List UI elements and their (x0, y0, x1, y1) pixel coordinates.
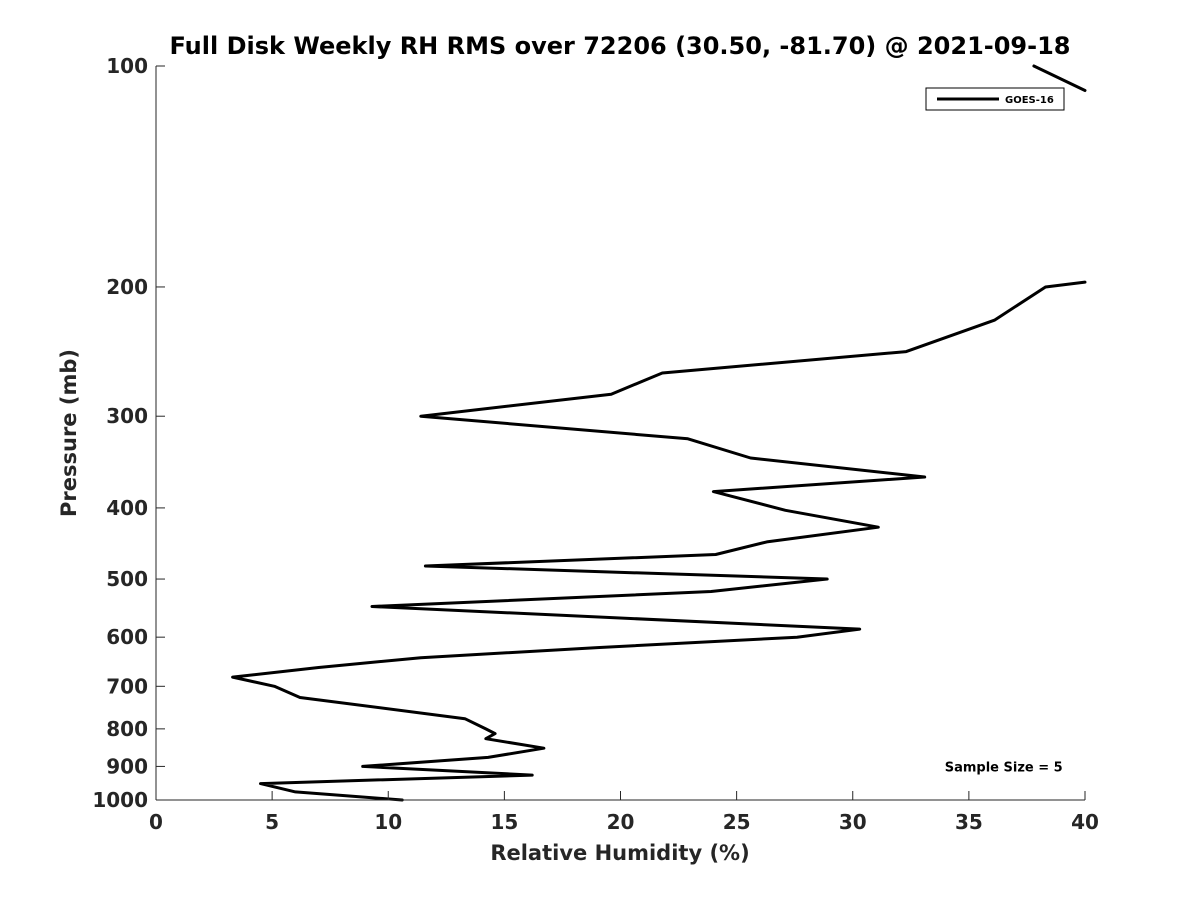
y-ticks: 100 200 300 400 500 600 700 800 900 1000 (92, 54, 165, 812)
y-tick-label: 1000 (92, 788, 148, 812)
legend-label: GOES-16 (1005, 95, 1054, 106)
x-tick-label: 10 (374, 810, 402, 834)
y-axis-label: Pressure (mb) (57, 349, 81, 517)
x-ticks: 0 5 10 15 20 25 30 35 40 (149, 791, 1099, 834)
series-line-goes-16 (231, 280, 1087, 802)
x-tick-label: 5 (265, 810, 279, 834)
y-tick-label: 400 (106, 496, 148, 520)
x-tick-label: 25 (723, 810, 751, 834)
sample-size-annotation: Sample Size = 5 (945, 760, 1063, 775)
y-tick-label: 600 (106, 625, 148, 649)
x-tick-label: 40 (1071, 810, 1099, 834)
legend: GOES-16 (925, 87, 1065, 111)
y-tick-label: 200 (106, 275, 148, 299)
x-tick-label: 35 (955, 810, 983, 834)
y-tick-label: 500 (106, 567, 148, 591)
y-tick-label: 900 (106, 754, 148, 778)
x-tick-label: 20 (607, 810, 635, 834)
annotations: Sample Size = 5 (945, 760, 1063, 775)
y-tick-label: 800 (106, 717, 148, 741)
x-axis-label: Relative Humidity (%) (490, 841, 749, 865)
x-tick-label: 15 (490, 810, 518, 834)
chart-title: Full Disk Weekly RH RMS over 72206 (30.5… (169, 32, 1070, 60)
y-tick-label: 100 (106, 54, 148, 78)
x-tick-label: 30 (839, 810, 867, 834)
y-tick-label: 300 (106, 404, 148, 428)
series-layer (231, 64, 1087, 802)
y-tick-label: 700 (106, 674, 148, 698)
series-line-segment-1 (1032, 64, 1087, 92)
x-tick-label: 0 (149, 810, 163, 834)
